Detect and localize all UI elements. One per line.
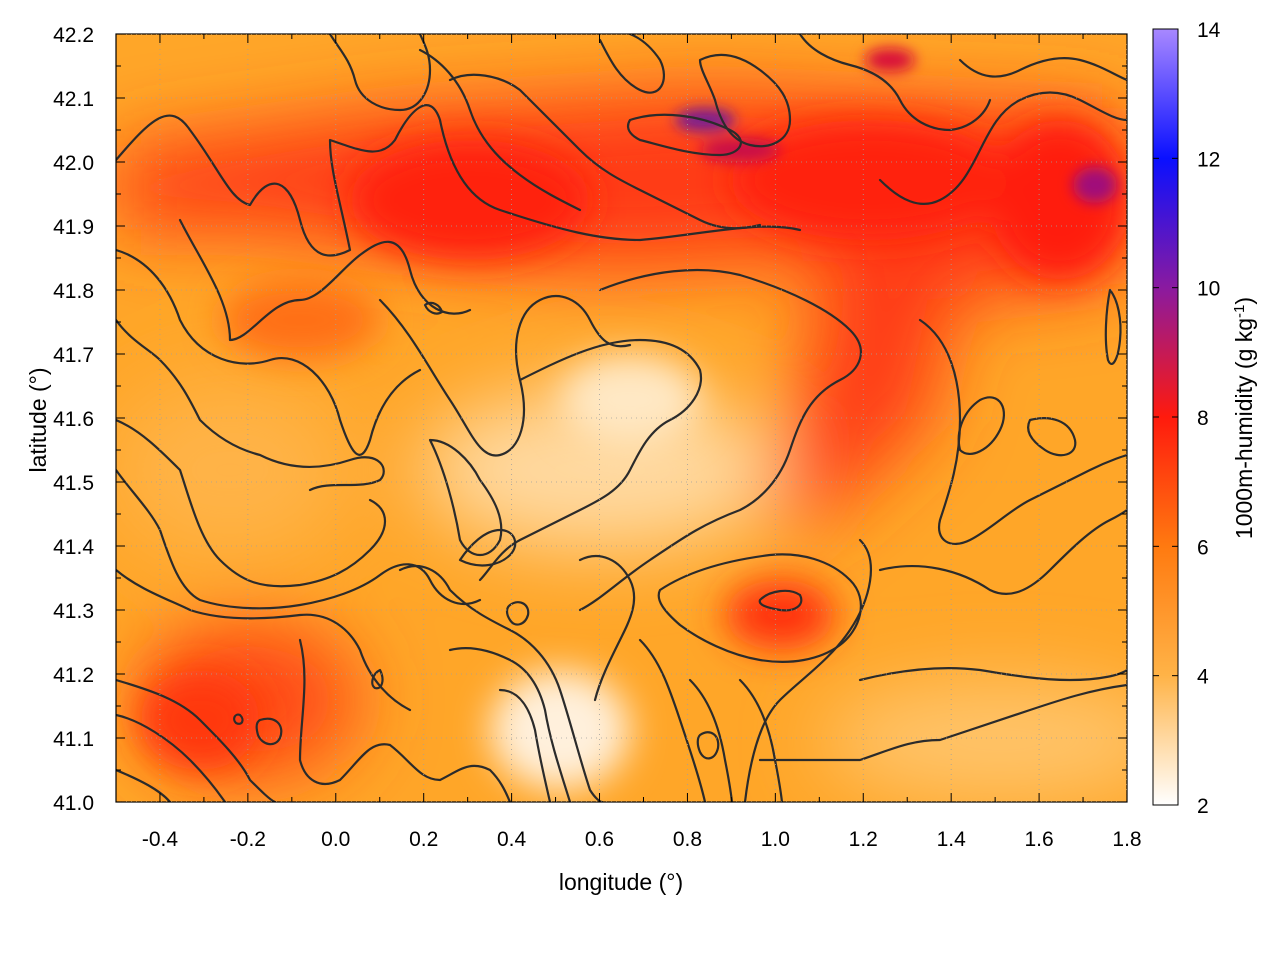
y-axis-title: latitude (°) — [25, 367, 51, 472]
y-tick-label: 41.2 — [53, 664, 94, 687]
colorbar-tick-label: 12 — [1197, 148, 1220, 171]
y-tick-label: 42.2 — [53, 24, 94, 47]
x-tick-label: 1.4 — [937, 828, 967, 851]
colorbar-tick-label: 8 — [1197, 407, 1209, 430]
colorbar-tick-label: 6 — [1197, 536, 1209, 559]
colorbar-tick-label: 14 — [1197, 19, 1221, 42]
grid — [116, 34, 1127, 802]
y-tick-label: 41.3 — [53, 600, 94, 623]
x-tick-label: 1.0 — [761, 828, 790, 851]
y-tick-label: 41.7 — [53, 344, 94, 367]
y-tick-label: 41.1 — [53, 728, 94, 751]
x-axis-title: longitude (°) — [559, 869, 683, 895]
y-tick-labels: 41.0 41.1 41.2 41.3 41.4 41.5 41.6 41.7 41.8 41.9… — [53, 24, 94, 815]
colorbar-tick-label: 10 — [1197, 278, 1220, 301]
colorbar-tick-label: 2 — [1197, 795, 1209, 818]
humidity-field — [116, 34, 1127, 802]
x-tick-label: 1.6 — [1024, 828, 1053, 851]
colorbar-ticks: 2 4 6 8 10 12 14 — [1153, 19, 1221, 818]
x-tick-label: 1.8 — [1112, 828, 1141, 851]
x-tick-label: 1.2 — [849, 828, 878, 851]
y-tick-label: 41.8 — [53, 280, 94, 303]
x-tick-label: 0.2 — [409, 828, 438, 851]
x-tick-label: 0.8 — [673, 828, 702, 851]
x-tick-label: 0.6 — [585, 828, 614, 851]
y-tick-label: 42.0 — [53, 152, 94, 175]
y-tick-label: 42.1 — [53, 88, 94, 111]
colorbar-title: 1000m-humidity (g kg-1) — [1231, 297, 1257, 539]
colorbar-tick-label: 4 — [1197, 666, 1209, 689]
y-tick-label: 41.6 — [53, 408, 94, 431]
x-tick-label: 0.4 — [497, 828, 527, 851]
y-tick-label: 41.9 — [53, 216, 94, 239]
y-tick-label: 41.4 — [53, 536, 94, 559]
x-tick-label: 0.0 — [321, 828, 350, 851]
x-tick-label: -0.2 — [230, 828, 266, 851]
x-tick-labels: -0.4 -0.2 0.0 0.2 0.4 0.6 0.8 1.0 1.2 1.4 1.6 1.8 — [142, 828, 1142, 851]
y-tick-label: 41.0 — [53, 792, 94, 815]
contour-lines — [116, 34, 1127, 802]
axis-ticks — [116, 33, 1128, 803]
y-tick-label: 41.5 — [53, 472, 94, 495]
x-tick-label: -0.4 — [142, 828, 179, 851]
